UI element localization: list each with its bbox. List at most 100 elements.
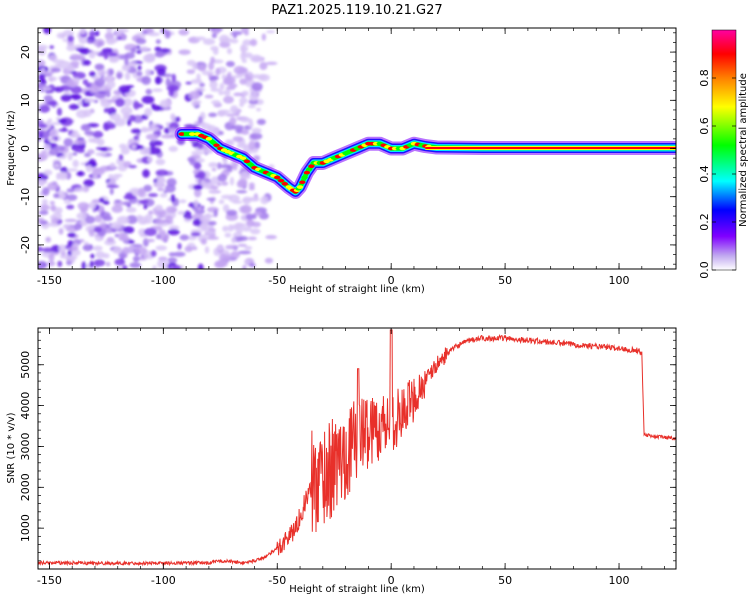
noise-blob <box>144 213 154 222</box>
colorbar-label: Normalized spectral amplitude <box>738 73 749 227</box>
noise-blob <box>57 118 68 124</box>
noise-blob <box>191 100 200 107</box>
noise-blob <box>231 74 243 79</box>
noise-blob <box>256 118 266 125</box>
x-tick-label: -150 <box>37 274 62 287</box>
noise-blob <box>228 224 234 232</box>
noise-blob <box>41 87 52 91</box>
noise-blob <box>197 142 204 150</box>
noise-blob <box>118 85 131 94</box>
noise-blob <box>266 30 276 34</box>
noise-blob <box>173 251 186 257</box>
noise-blob <box>80 162 86 166</box>
noise-blob <box>71 255 76 264</box>
noise-blob <box>67 35 74 42</box>
noise-blob <box>230 105 239 114</box>
noise-blob <box>87 40 93 44</box>
noise-blob <box>248 119 254 129</box>
noise-blob <box>191 150 204 155</box>
noise-blob <box>89 71 96 77</box>
noise-blob <box>47 100 58 106</box>
noise-blob <box>241 90 249 97</box>
noise-blob <box>128 245 135 253</box>
noise-blob <box>41 199 49 205</box>
noise-blob <box>145 88 153 95</box>
x-tick-label: 50 <box>498 574 512 587</box>
noise-blob <box>237 243 248 247</box>
noise-blob <box>225 254 232 261</box>
noise-blob <box>168 88 175 97</box>
noise-blob <box>197 263 204 269</box>
noise-blob <box>229 116 237 126</box>
noise-blob <box>125 206 137 213</box>
noise-blob <box>179 234 189 241</box>
noise-blob <box>109 113 121 121</box>
noise-blob <box>131 144 137 150</box>
noise-blob <box>247 104 256 109</box>
noise-blob <box>240 45 249 52</box>
noise-blob <box>231 237 237 244</box>
noise-blob <box>70 54 82 59</box>
noise-blob <box>42 187 50 196</box>
noise-blob <box>48 54 58 61</box>
noise-blob <box>89 85 98 94</box>
noise-blob <box>92 245 103 251</box>
noise-blob <box>51 122 62 126</box>
noise-blob <box>168 225 180 231</box>
noise-blob <box>118 232 126 241</box>
noise-blob <box>109 187 114 195</box>
noise-blob <box>38 83 47 89</box>
noise-blob <box>253 211 263 216</box>
noise-blob <box>58 244 66 254</box>
colorbar-tick-label: 0.6 <box>698 117 711 135</box>
noise-blob <box>44 120 52 130</box>
noise-blob <box>134 145 145 150</box>
noise-blob <box>192 184 204 190</box>
noise-blob <box>170 194 176 203</box>
noise-blob <box>80 123 91 132</box>
top-x-axis-label: Height of straight line (km) <box>289 284 425 295</box>
noise-blob <box>190 154 201 159</box>
noise-blob <box>226 165 234 170</box>
noise-blob <box>155 233 162 240</box>
noise-blob <box>93 226 103 233</box>
noise-blob <box>38 119 44 126</box>
noise-blob <box>121 65 131 72</box>
noise-blob <box>106 80 116 89</box>
noise-blob <box>248 141 256 150</box>
noise-blob <box>221 181 229 186</box>
noise-blob <box>208 61 215 71</box>
noise-blob <box>186 69 196 75</box>
noise-blob <box>178 49 191 55</box>
noise-blob <box>92 130 104 139</box>
noise-blob <box>132 255 140 263</box>
noise-blob <box>56 107 63 117</box>
noise-blob <box>133 135 140 141</box>
x-tick-label: 100 <box>609 574 630 587</box>
y-tick-label: 4000 <box>19 392 32 420</box>
noise-blob <box>264 257 274 264</box>
noise-blob <box>245 213 255 220</box>
noise-blob <box>72 130 79 135</box>
noise-blob <box>116 173 123 178</box>
x-tick-label: 50 <box>498 274 512 287</box>
noise-blob <box>76 212 88 220</box>
y-tick-label: -20 <box>19 236 32 254</box>
noise-blob <box>232 136 244 142</box>
noise-blob <box>141 95 155 104</box>
noise-blob <box>122 246 130 255</box>
noise-blob <box>165 215 174 224</box>
snr-panel: -150 -100 -50 0 50 100 1000 2000 3000 4000 5000 H… <box>6 327 677 595</box>
y-tick-label: 2000 <box>19 473 32 501</box>
noise-blob <box>43 143 51 151</box>
x-tick-label: 0 <box>388 274 395 287</box>
noise-blob <box>126 215 138 225</box>
noise-blob <box>222 204 230 213</box>
noise-blob <box>93 259 106 267</box>
noise-blob <box>240 171 250 179</box>
noise-blob <box>179 199 187 204</box>
noise-blob <box>112 246 123 255</box>
noise-blob <box>209 80 218 90</box>
noise-blob <box>228 194 240 203</box>
